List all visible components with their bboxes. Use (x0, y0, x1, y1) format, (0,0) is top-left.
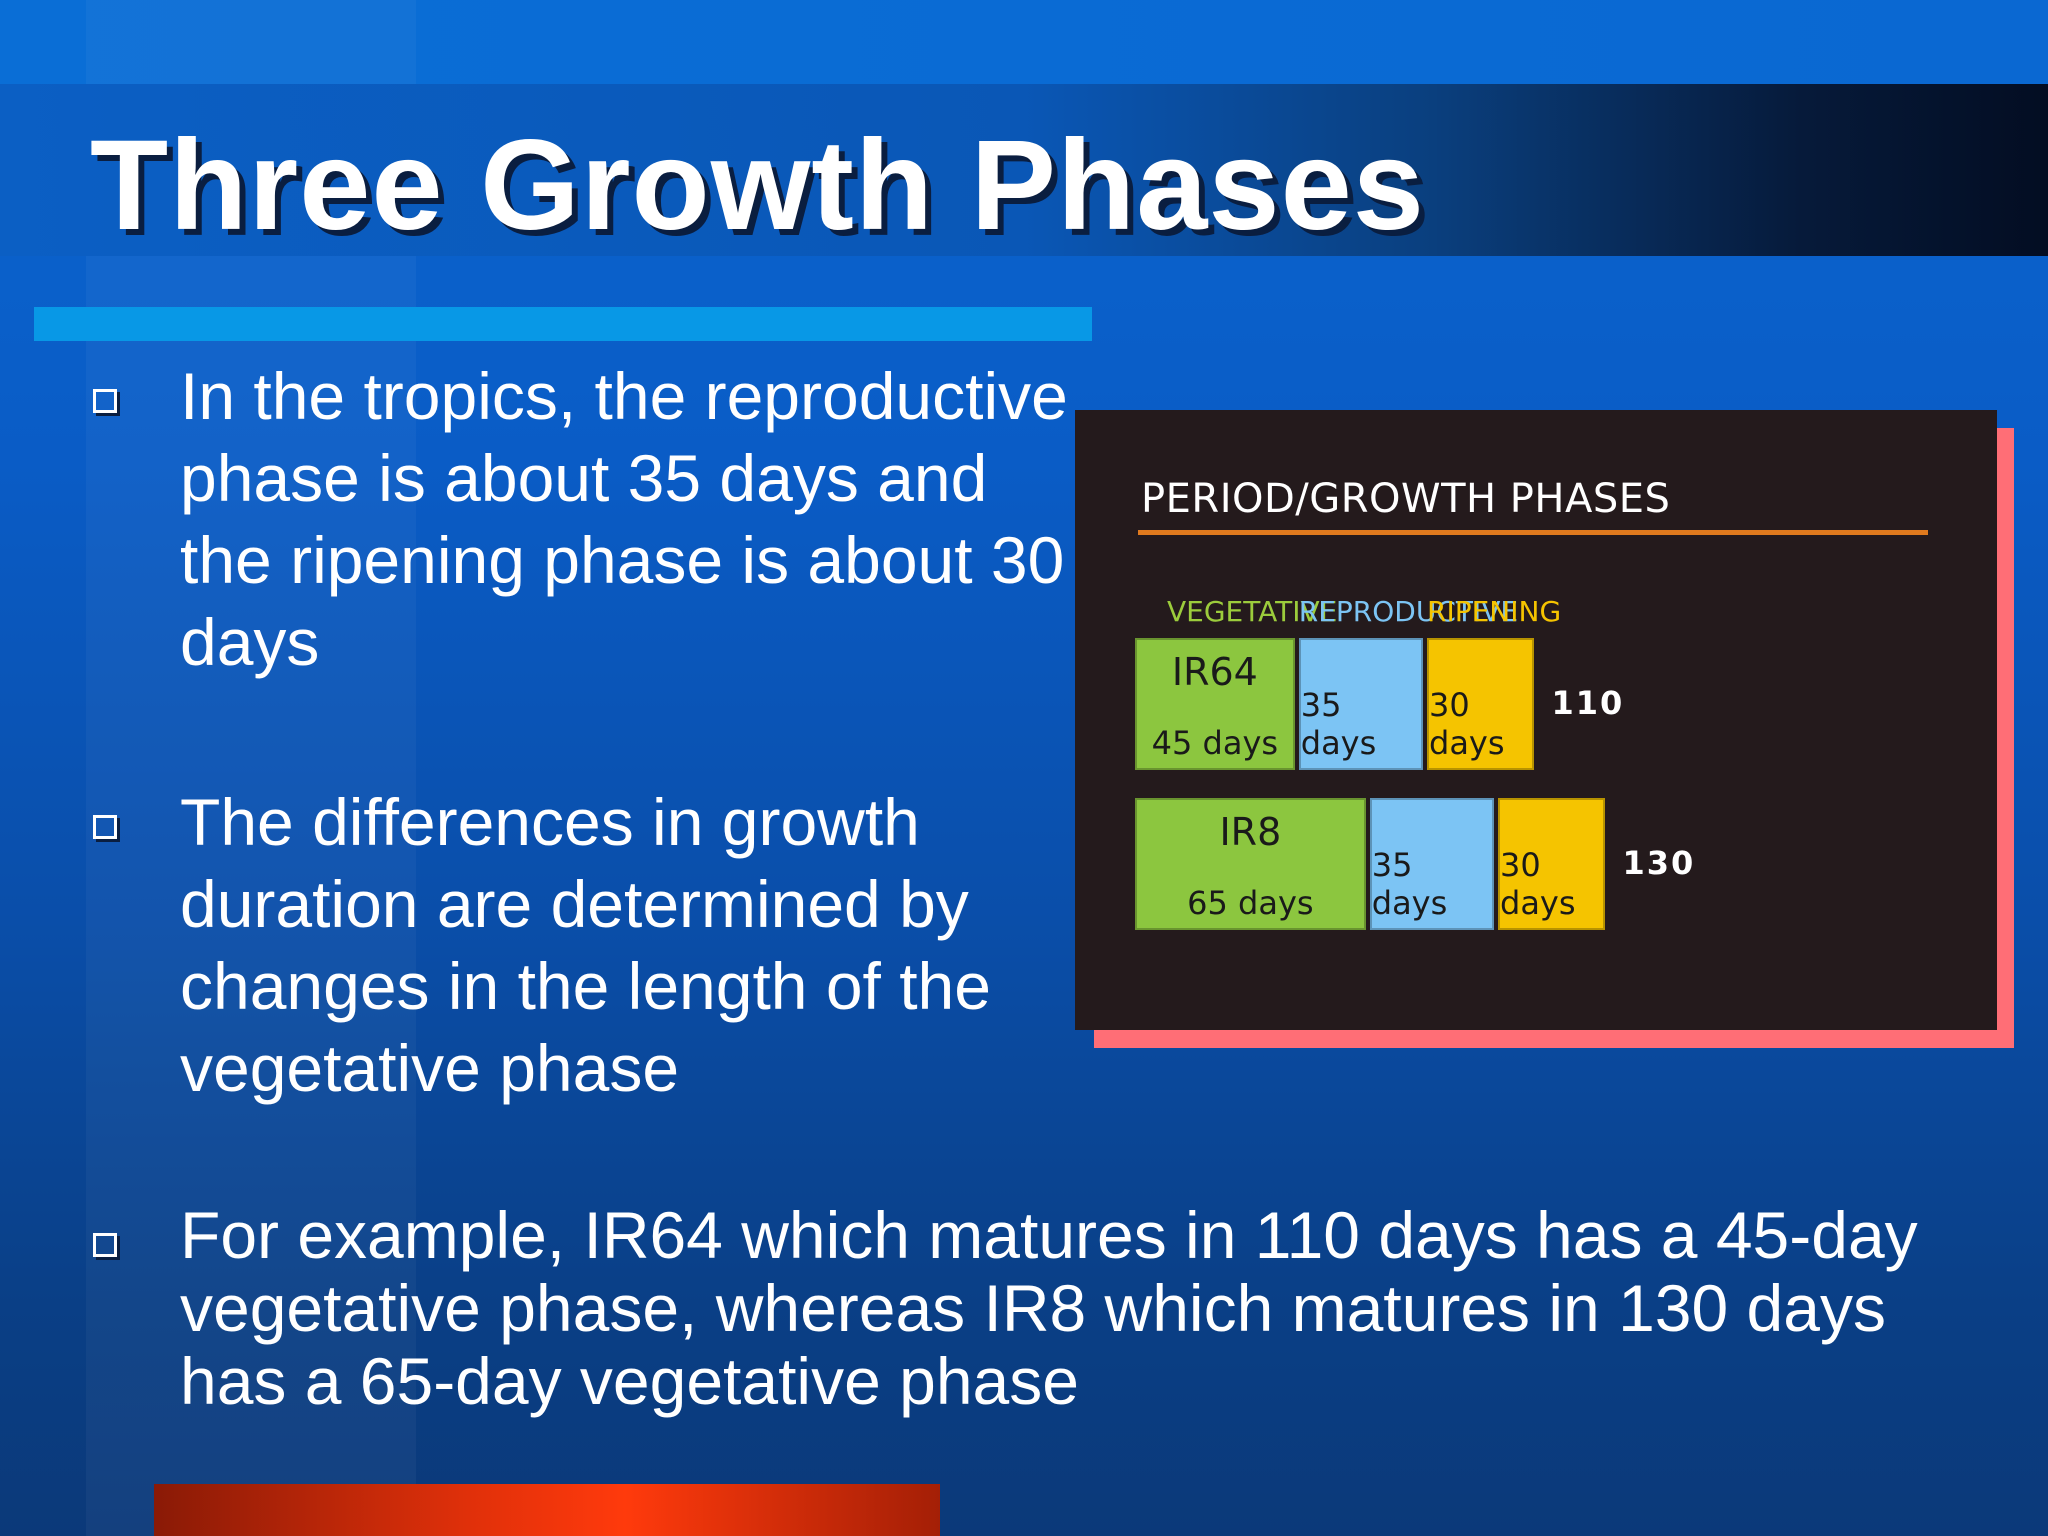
bar-row-label: IR8 (1219, 810, 1282, 854)
title-bar (0, 84, 2048, 256)
bullet-square-icon (93, 815, 117, 839)
bar-segment-ir64-vegetative: IR64 45 days (1135, 638, 1295, 770)
slide-title: Three Growth Phases (90, 114, 1425, 257)
phase-label-ripening: RIPENING (1427, 595, 1562, 628)
phase-label-vegetative: VEGETATIVE (1167, 595, 1338, 628)
bar-segment-ir64-reproductive: 35 days (1298, 638, 1423, 770)
bar-segment-label: 45 days (1151, 724, 1279, 762)
top-band (0, 0, 2048, 84)
phase-label-reproductive: REPRODUCTIVE (1298, 595, 1519, 628)
bar-total-label: 110 (1551, 684, 1625, 722)
bar-segment-label: 65 days (1187, 884, 1314, 922)
bar-segment-ir64-ripening: 30 days (1427, 638, 1534, 770)
bar-total-label: 130 (1622, 844, 1696, 882)
bar-segment-ir8-reproductive: 35 days (1369, 798, 1494, 930)
chart-title-rule (1138, 530, 1928, 535)
bottom-accent-bar (154, 1484, 940, 1536)
bullet-text-3: For example, IR64 which matures in 110 d… (180, 1198, 1918, 1418)
bar-segment-label: 30 days (1500, 846, 1576, 922)
bar-segment-label: 35 days (1371, 846, 1448, 922)
bar-segment-label: 35 days (1300, 686, 1377, 762)
bullet-square-icon (93, 389, 117, 413)
background-band (86, 0, 416, 1536)
growth-phase-chart: PERIOD/GROWTH PHASES VEGETATIVE REPRODUCT… (1075, 410, 1997, 1030)
bar-segment-label: 30 days (1429, 686, 1505, 762)
bullet-text-2: The differences in growth duration are d… (180, 785, 991, 1105)
bar-segment-ir8-ripening: 30 days (1498, 798, 1605, 930)
bar-segment-ir8-vegetative: IR8 65 days (1135, 798, 1366, 930)
bullet-text-1: In the tropics, the reproductive phase i… (180, 359, 1068, 679)
bullet-square-icon (93, 1233, 117, 1257)
title-accent-line (34, 307, 1092, 341)
bar-row-label: IR64 (1171, 650, 1258, 694)
chart-title: PERIOD/GROWTH PHASES (1141, 476, 1671, 522)
